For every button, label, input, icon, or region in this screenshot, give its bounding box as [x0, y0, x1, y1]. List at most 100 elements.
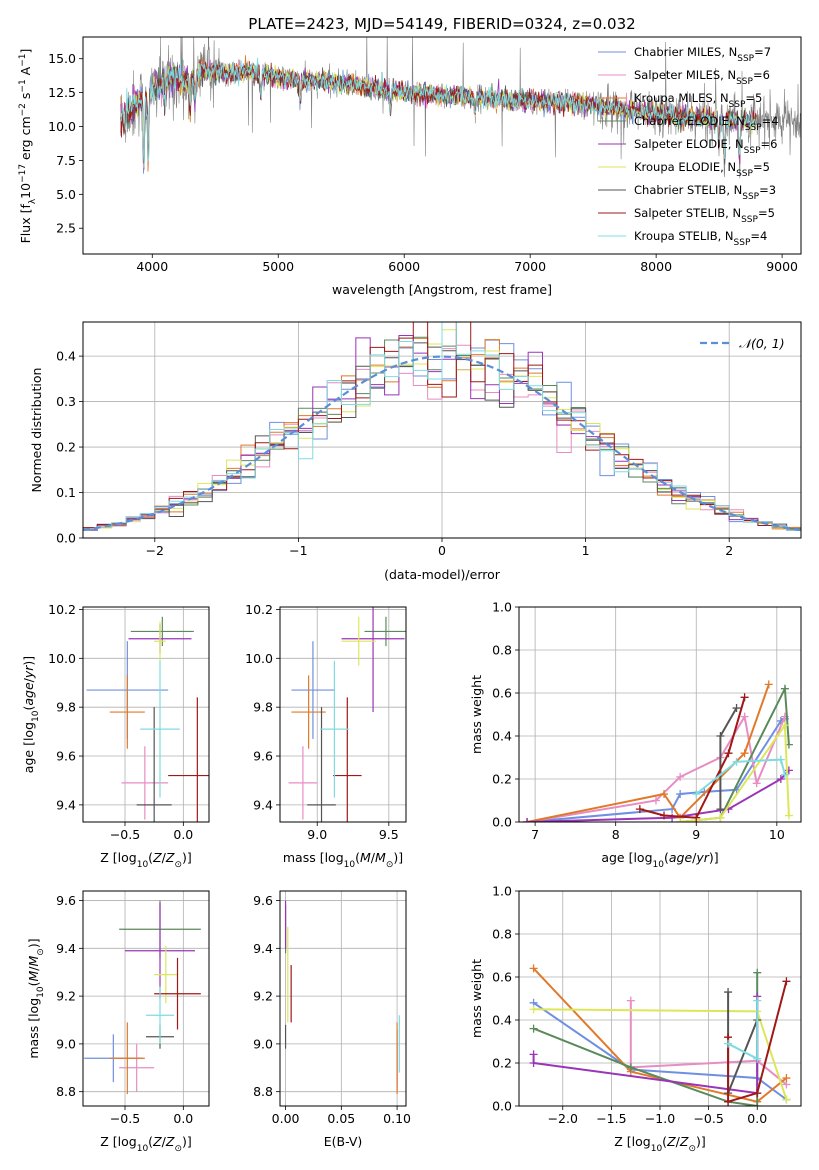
errorbar-point — [291, 641, 335, 739]
x-tick-label: 9 — [692, 827, 700, 842]
x-axis-label: (data-model)/error — [384, 567, 501, 582]
x-tick-label: 7000 — [514, 259, 546, 274]
y-tick-label: 0.8 — [492, 643, 512, 658]
weight-line — [719, 707, 738, 810]
legend-label: Kroupa ELODIE, NSSP=5 — [634, 160, 770, 179]
x-tick-label: −2.0 — [548, 1111, 578, 1126]
errorbar-point — [168, 697, 209, 822]
weight-line — [695, 758, 786, 795]
x-axis-label: mass [log10(M/M⊙)] — [283, 850, 403, 870]
y-tick-label: 9.6 — [56, 749, 76, 764]
weight-marker — [782, 1095, 791, 1104]
weight-marker — [753, 1102, 762, 1106]
y-tick-label: 9.4 — [253, 941, 273, 956]
y-tick-label: 9.4 — [56, 941, 76, 956]
weight-marker — [724, 1039, 733, 1048]
y-tick-label: 0.4 — [492, 729, 512, 744]
y-tick-label: 1.0 — [492, 600, 512, 615]
x-tick-label: −0.5 — [110, 1111, 140, 1126]
y-tick-label: 0.2 — [56, 440, 76, 455]
plot-area — [83, 322, 801, 538]
plot-area — [86, 616, 209, 822]
weight-marker — [784, 811, 793, 820]
x-axis-label: wavelength [Angstrom, rest frame] — [332, 282, 552, 297]
errorbar-point — [364, 616, 406, 647]
x-tick-label: 9.5 — [379, 827, 399, 842]
legend-label: Chabrier ELODIE, NSSP=4 — [634, 114, 779, 133]
axes-frame — [279, 606, 407, 823]
spectrum-legend: Chabrier MILES, NSSP=7 Salpeter MILES, NS… — [598, 45, 779, 248]
weight-marker — [732, 704, 741, 713]
x-tick-label: −0.5 — [110, 827, 140, 842]
legend-label: Salpeter ELODIE, NSSP=6 — [634, 137, 777, 156]
errorbar-point — [154, 957, 201, 1030]
weight-line — [527, 717, 786, 822]
weight-marker — [782, 977, 791, 986]
y-axis-label: mass [log10(M/M⊙)] — [26, 938, 46, 1058]
weight-marker — [716, 805, 725, 814]
y-tick-label: 0.0 — [56, 531, 76, 546]
axes-frame — [279, 890, 407, 1107]
histogram-step — [83, 322, 801, 538]
y-tick-label: 5.0 — [56, 187, 76, 202]
weight-marker — [780, 721, 789, 730]
weight-line — [727, 981, 788, 1104]
weight-marker — [529, 1005, 538, 1014]
x-tick-label: 8000 — [640, 259, 672, 274]
weight-marker — [753, 968, 762, 977]
weight-marker — [676, 772, 685, 781]
x-axis-label: age [log10(age/yr)] — [601, 850, 718, 870]
spectrum-model-line — [120, 57, 757, 167]
axes-age-vs-mass: 9.0 9.5 9.4 9.6 9.8 10.0 10.2 mass [log10(M/M⊙)… — [245, 602, 407, 870]
y-tick-label: 9.2 — [253, 989, 273, 1004]
weight-marker — [732, 757, 741, 766]
y-tick-label: 9.8 — [56, 700, 76, 715]
weight-marker — [626, 996, 635, 1005]
x-tick-label: 0.0 — [173, 827, 193, 842]
weight-marker — [764, 680, 773, 689]
weight-marker — [753, 1089, 762, 1098]
weight-marker — [626, 1063, 635, 1072]
weight-marker — [724, 1097, 733, 1106]
axes-frame — [82, 890, 210, 1107]
weight-marker — [776, 755, 785, 764]
x-tick-label: 4000 — [136, 259, 168, 274]
legend-label: Chabrier STELIB, NSSP=3 — [634, 183, 776, 202]
x-tick-label: 5000 — [262, 259, 294, 274]
weight-marker — [776, 775, 785, 783]
x-axis-label: Z [log10(Z/Z⊙)] — [100, 1134, 192, 1154]
y-axis-label: age [log10(age/yr)] — [21, 656, 41, 773]
weight-marker — [660, 790, 669, 799]
weight-marker — [660, 811, 669, 820]
y-tick-label: 0.1 — [56, 485, 76, 500]
x-tick-label: 0.10 — [383, 1111, 411, 1126]
y-tick-label: 8.8 — [56, 1084, 76, 1099]
y-tick-label: 9.0 — [253, 1036, 273, 1051]
weight-marker — [676, 818, 685, 822]
y-tick-label: 0.2 — [492, 1056, 512, 1071]
axes-mass-vs-ebv: 0.00 0.05 0.10 8.8 9.0 9.2 9.4 9.6 E(B-V) — [253, 890, 411, 1149]
x-axis-label: Z [log10(Z/Z⊙)] — [100, 850, 192, 870]
weight-marker — [635, 805, 644, 814]
weight-marker — [716, 813, 725, 822]
weight-line — [526, 713, 786, 822]
y-tick-label: 10.0 — [48, 119, 76, 134]
plot-area — [523, 680, 793, 822]
x-tick-label: 0.05 — [327, 1111, 355, 1126]
y-axis-label: mass weight — [469, 675, 484, 754]
errorbar-point — [109, 1022, 145, 1095]
legend-label: Kroupa MILES, NSSP=5 — [634, 91, 762, 110]
legend-label: Kroupa STELIB, NSSP=4 — [634, 229, 767, 248]
errorbar-point — [136, 707, 172, 822]
errorbar-point — [154, 621, 166, 661]
errorbar-point — [119, 1043, 155, 1092]
axes-spectrum: 4000 5000 6000 7000 8000 9000 2.5 5.0 7.5 10.0 12.… — [18, 15, 802, 297]
weight-line — [629, 1000, 788, 1086]
errorbar-point — [125, 902, 195, 999]
errorbar-point — [121, 746, 169, 820]
y-tick-label: 0.8 — [492, 927, 512, 942]
y-tick-label: 0.0 — [492, 815, 512, 830]
x-tick-label: −1 — [289, 543, 307, 558]
y-tick-label: 9.4 — [56, 797, 76, 812]
